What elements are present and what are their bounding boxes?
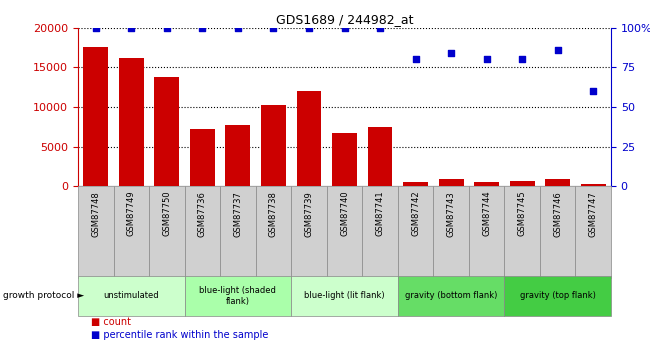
Bar — [185, 186, 220, 278]
Point — [197, 25, 207, 30]
Text: GSM87746: GSM87746 — [553, 191, 562, 237]
Bar — [398, 186, 434, 278]
Bar — [474, 181, 499, 186]
Bar — [226, 125, 250, 186]
Bar — [469, 186, 504, 278]
Text: ■ percentile rank within the sample: ■ percentile rank within the sample — [91, 330, 268, 339]
Bar — [255, 186, 291, 278]
Bar — [332, 133, 357, 186]
Text: unstimulated: unstimulated — [103, 291, 159, 300]
Text: GSM87741: GSM87741 — [376, 191, 385, 236]
Text: GSM87745: GSM87745 — [517, 191, 526, 236]
Text: ■ count: ■ count — [91, 317, 131, 326]
Bar — [581, 184, 606, 186]
Point — [268, 25, 279, 30]
Bar — [398, 276, 504, 316]
Text: GSM87742: GSM87742 — [411, 191, 420, 236]
Text: GSM87740: GSM87740 — [340, 191, 349, 236]
Bar — [327, 186, 362, 278]
Bar — [403, 181, 428, 186]
Bar — [434, 186, 469, 278]
Point — [446, 50, 456, 56]
Text: GSM87738: GSM87738 — [269, 191, 278, 237]
Bar — [545, 179, 570, 186]
Text: blue-light (lit flank): blue-light (lit flank) — [304, 291, 385, 300]
Bar — [78, 276, 185, 316]
Text: GSM87736: GSM87736 — [198, 191, 207, 237]
Point — [162, 25, 172, 30]
Bar — [504, 276, 611, 316]
Point — [552, 47, 563, 52]
Bar — [291, 186, 327, 278]
Point — [517, 57, 527, 62]
Point — [410, 57, 421, 62]
Text: gravity (bottom flank): gravity (bottom flank) — [405, 291, 497, 300]
Point — [304, 25, 314, 30]
Text: GSM87744: GSM87744 — [482, 191, 491, 236]
Bar — [362, 186, 398, 278]
Bar — [149, 186, 185, 278]
Point — [375, 25, 385, 30]
Bar — [220, 186, 255, 278]
Bar — [291, 276, 398, 316]
Text: gravity (top flank): gravity (top flank) — [520, 291, 595, 300]
Bar — [119, 58, 144, 186]
Text: growth protocol ►: growth protocol ► — [3, 291, 84, 300]
Bar — [504, 186, 540, 278]
Point — [482, 57, 492, 62]
Text: GSM87739: GSM87739 — [304, 191, 313, 237]
Bar — [185, 276, 291, 316]
Text: GSM87749: GSM87749 — [127, 191, 136, 236]
Point — [339, 25, 350, 30]
Bar — [439, 179, 463, 186]
Title: GDS1689 / 244982_at: GDS1689 / 244982_at — [276, 13, 413, 27]
Bar — [83, 47, 108, 186]
Text: GSM87737: GSM87737 — [233, 191, 242, 237]
Bar — [190, 129, 214, 186]
Text: GSM87747: GSM87747 — [589, 191, 598, 237]
Point — [90, 25, 101, 30]
Bar — [155, 77, 179, 186]
Bar — [261, 105, 286, 186]
Bar — [114, 186, 149, 278]
Text: blue-light (shaded
flank): blue-light (shaded flank) — [200, 286, 276, 306]
Point — [126, 25, 136, 30]
Bar — [296, 91, 321, 186]
Bar — [368, 127, 393, 186]
Point — [588, 88, 599, 94]
Point — [233, 25, 243, 30]
Text: GSM87750: GSM87750 — [162, 191, 172, 236]
Bar — [78, 186, 114, 278]
Text: GSM87748: GSM87748 — [91, 191, 100, 237]
Bar — [575, 186, 611, 278]
Text: GSM87743: GSM87743 — [447, 191, 456, 237]
Bar — [540, 186, 575, 278]
Bar — [510, 181, 534, 186]
